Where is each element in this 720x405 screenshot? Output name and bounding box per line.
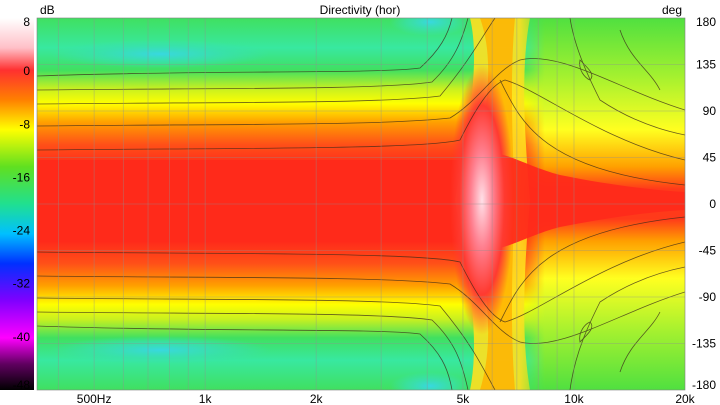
- colorbar-tick-label: -16: [13, 170, 31, 184]
- grid-lines: [37, 18, 685, 390]
- yaxis-tick-label: -135: [692, 337, 716, 351]
- yaxis-unit-label: deg: [662, 3, 682, 17]
- yaxis-tick-label: 180: [696, 15, 716, 29]
- xaxis-tick-label: 10k: [564, 392, 584, 405]
- yaxis-tick-label: 135: [696, 58, 716, 72]
- colorbar-tick-label: -8: [19, 117, 30, 131]
- xaxis-tick-label: 2k: [310, 392, 324, 405]
- chart-title: Directivity (hor): [320, 3, 401, 17]
- colorbar-unit-label: dB: [40, 3, 55, 17]
- plot-area: [37, 18, 685, 390]
- heatmap-null-bottom: [50, 336, 270, 364]
- yaxis-tick-label: 45: [703, 151, 717, 165]
- colorbar: [0, 18, 34, 390]
- contour-lines: [37, 18, 685, 390]
- yaxis-tick-label: -90: [699, 290, 717, 304]
- xaxis-tick-label: 1k: [199, 392, 213, 405]
- yaxis-tick-label: -180: [692, 378, 716, 392]
- colorbar-tick-labels: 8 0 -8 -16 -24 -32 -40 -48: [13, 15, 31, 392]
- heatmap-onaxis-core: [37, 152, 685, 250]
- heatmap-null-top: [50, 40, 270, 68]
- colorbar-tick-label: -40: [13, 330, 31, 344]
- colorbar-tick-label: -32: [13, 277, 31, 291]
- xaxis-tick-label: 20k: [675, 392, 695, 405]
- xaxis-tick-label: 500Hz: [77, 392, 112, 405]
- heatmap-peak: [450, 65, 514, 335]
- yaxis-tick-label: -45: [699, 244, 717, 258]
- heatmap-null-top-hf: [390, 18, 470, 36]
- yaxis-tick-label: 90: [703, 104, 717, 118]
- plot-frame: [36, 17, 686, 391]
- colorbar-tick-label: 0: [23, 64, 30, 78]
- colorbar-tick-label: -48: [13, 378, 31, 392]
- colorbar-tick-label: -24: [13, 224, 31, 238]
- xaxis-tick-label: 5k: [457, 392, 471, 405]
- yaxis-tick-label: 0: [709, 197, 716, 211]
- colorbar-tick-label: 8: [23, 15, 30, 29]
- xaxis-tick-labels: 500Hz 1k 2k 5k 10k 20k: [77, 392, 696, 405]
- yaxis-tick-labels: 180 135 90 45 0 -45 -90 -135 -180: [692, 15, 716, 392]
- heatmap-null-bottom-hf: [390, 372, 470, 390]
